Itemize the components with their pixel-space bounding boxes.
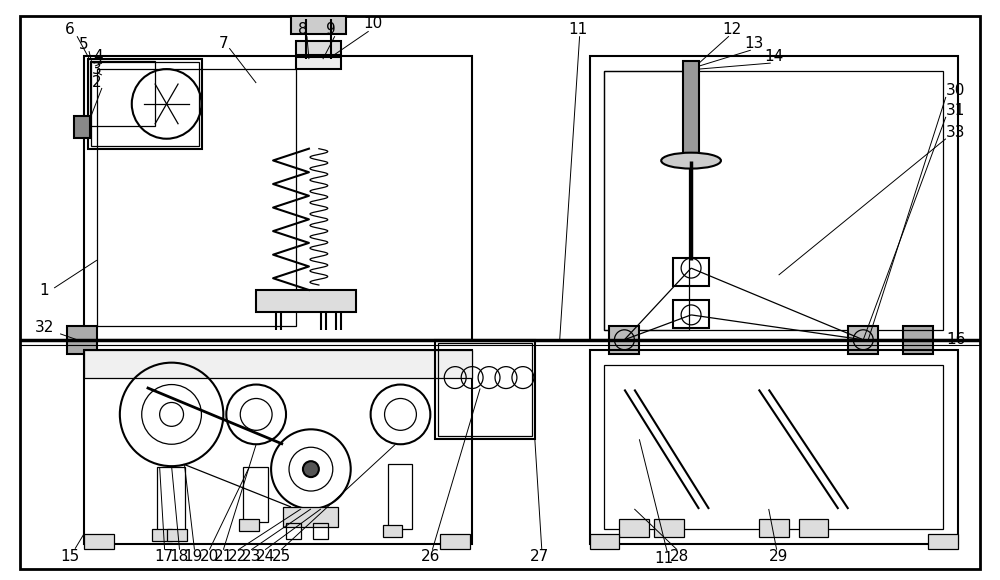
Text: 26: 26 (421, 549, 440, 564)
Bar (848, 326, 878, 354)
Text: 21: 21 (214, 549, 233, 564)
Bar (799, 519, 828, 537)
Text: 10: 10 (363, 16, 382, 31)
Bar (604, 71, 689, 330)
Bar (283, 507, 338, 527)
Bar (435, 340, 535, 439)
Bar (239, 519, 259, 531)
Text: 29: 29 (769, 549, 788, 564)
Bar (654, 519, 684, 537)
Bar (97, 69, 296, 326)
Text: 9: 9 (326, 22, 336, 37)
Bar (673, 300, 709, 328)
Bar (167, 529, 187, 541)
Bar (673, 258, 709, 286)
Text: 13: 13 (744, 36, 763, 50)
Bar (91, 62, 199, 146)
Text: 12: 12 (722, 22, 742, 37)
Text: 2: 2 (92, 75, 102, 90)
Text: 16: 16 (946, 332, 965, 347)
Text: 5: 5 (79, 37, 89, 52)
Bar (90, 61, 155, 126)
Text: 7: 7 (219, 36, 228, 50)
Bar (88, 59, 202, 148)
Bar (67, 326, 97, 354)
Bar (590, 350, 958, 544)
Ellipse shape (661, 153, 721, 169)
Bar (84, 350, 472, 378)
Bar (759, 519, 789, 537)
Text: 30: 30 (946, 84, 965, 99)
Text: 4: 4 (93, 49, 103, 64)
Text: 27: 27 (530, 549, 549, 564)
Bar (383, 525, 402, 537)
Bar (619, 519, 649, 537)
Text: 20: 20 (200, 549, 219, 564)
Bar (604, 71, 943, 330)
Bar (84, 350, 472, 544)
Bar (604, 365, 943, 529)
Bar (256, 290, 356, 312)
Bar (440, 534, 470, 549)
Circle shape (303, 461, 319, 477)
Text: 6: 6 (65, 22, 75, 37)
Bar (590, 534, 619, 549)
Text: 3: 3 (92, 61, 102, 77)
Text: 32: 32 (35, 320, 54, 335)
Text: 23: 23 (242, 549, 261, 564)
Bar (152, 529, 172, 541)
Bar (683, 61, 699, 161)
Bar (388, 464, 412, 529)
Text: 8: 8 (298, 22, 308, 37)
Text: 31: 31 (946, 103, 965, 118)
Bar (243, 467, 268, 522)
Text: 15: 15 (60, 549, 80, 564)
Bar (609, 326, 639, 354)
Text: 33: 33 (946, 125, 966, 140)
Bar (296, 57, 341, 69)
Bar (291, 16, 346, 34)
Text: 22: 22 (228, 549, 247, 564)
Bar (84, 56, 472, 340)
Bar (84, 534, 114, 549)
Bar (296, 41, 341, 55)
Text: 1: 1 (39, 282, 49, 298)
Bar (157, 467, 185, 537)
Bar (74, 116, 90, 137)
Text: 14: 14 (764, 49, 783, 64)
Bar (590, 56, 958, 340)
Bar (928, 534, 958, 549)
Text: 17: 17 (154, 549, 173, 564)
Bar (438, 343, 532, 436)
Text: 24: 24 (256, 549, 275, 564)
Text: 18: 18 (169, 549, 188, 564)
Text: 19: 19 (184, 549, 203, 564)
Text: 25: 25 (271, 549, 291, 564)
Text: 28: 28 (670, 549, 689, 564)
Text: 11: 11 (655, 551, 674, 566)
Text: 11: 11 (568, 22, 587, 37)
Bar (903, 326, 933, 354)
Bar (313, 523, 328, 539)
Bar (286, 523, 301, 539)
